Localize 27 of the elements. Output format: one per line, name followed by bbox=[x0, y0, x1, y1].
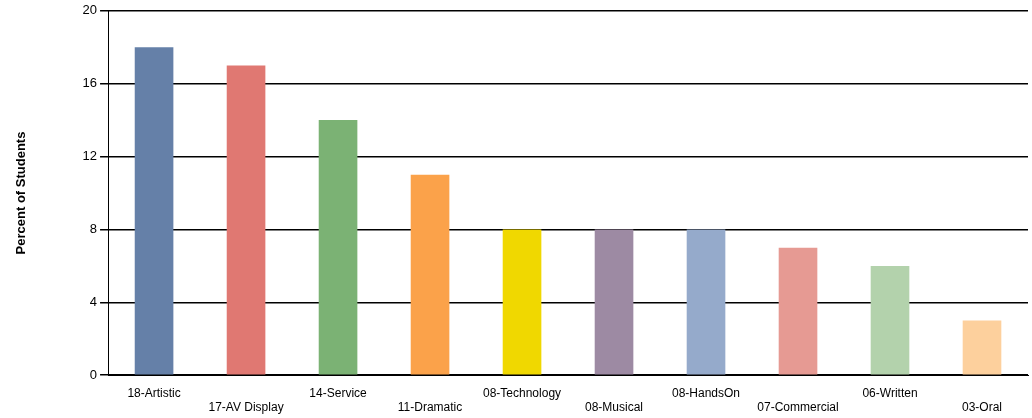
bar bbox=[410, 174, 450, 375]
x-tick-label: 18-Artistic bbox=[127, 385, 181, 400]
bar bbox=[502, 229, 542, 375]
bar bbox=[686, 229, 726, 375]
x-tick-label: 06-Written bbox=[862, 385, 918, 400]
bar bbox=[778, 247, 818, 375]
bar bbox=[594, 229, 634, 375]
bar bbox=[318, 120, 358, 375]
x-tick-label: 08-Technology bbox=[483, 385, 562, 400]
x-tick-label: 08-Musical bbox=[585, 400, 644, 415]
y-tick-label: 12 bbox=[82, 148, 98, 164]
y-axis-title: Percent of Students bbox=[13, 131, 29, 255]
x-tick-label: 17-AV Display bbox=[208, 400, 284, 415]
y-tick-label: 4 bbox=[89, 293, 98, 309]
bar bbox=[870, 265, 910, 375]
y-tick-label: 0 bbox=[89, 366, 98, 382]
bar bbox=[226, 65, 266, 375]
x-tick-label: 14-Service bbox=[309, 385, 368, 400]
bar bbox=[962, 320, 1002, 375]
x-tick-label: 07-Commercial bbox=[757, 400, 839, 415]
x-tick-label: 03-Oral bbox=[962, 400, 1003, 415]
bar bbox=[134, 47, 174, 375]
y-tick-label: 16 bbox=[82, 75, 98, 91]
y-tick-label: 8 bbox=[89, 221, 98, 237]
x-tick-label: 11-Dramatic bbox=[397, 400, 463, 415]
y-tick-label: 20 bbox=[82, 2, 98, 18]
x-tick-label: 08-HandsOn bbox=[672, 385, 741, 400]
